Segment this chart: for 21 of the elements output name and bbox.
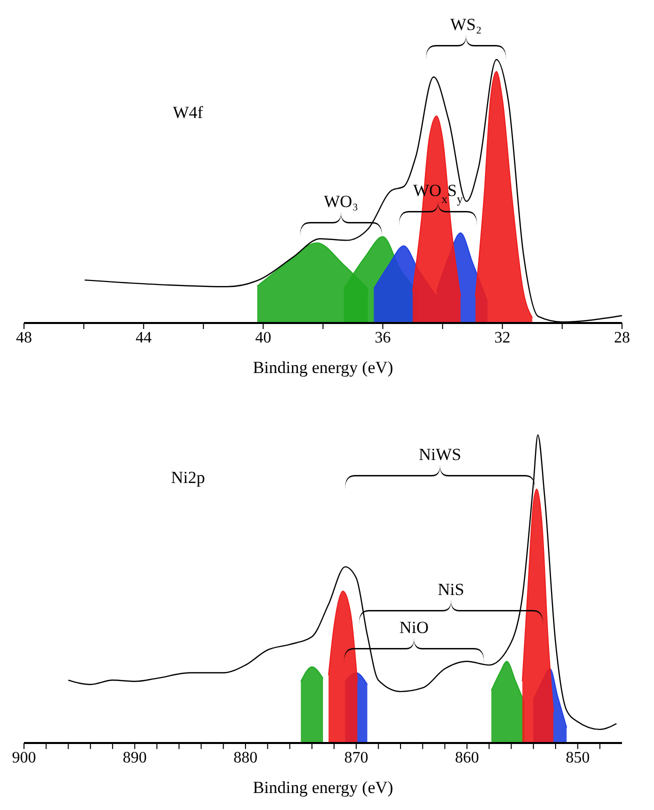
annotation: NiWS	[418, 445, 462, 464]
x-tick-label: 40	[255, 329, 272, 346]
x-tick-label: 900	[12, 749, 36, 766]
x-tick-label: 36	[374, 329, 391, 346]
x-axis-title: Binding energy (eV)	[252, 778, 394, 797]
annotation: NiS	[438, 580, 464, 599]
x-tick-label: 850	[566, 749, 590, 766]
x-tick-label: 44	[136, 329, 152, 346]
text: WS₂	[450, 15, 482, 34]
x-tick-label: 890	[122, 749, 147, 766]
x-axis-title: Binding energy (eV)	[252, 358, 394, 377]
x-tick-label: 860	[454, 749, 479, 766]
x-tick-label: 32	[494, 329, 510, 346]
x-tick-label: 870	[344, 749, 368, 766]
x-tick-label: 880	[233, 749, 258, 766]
text: W4f	[172, 103, 204, 122]
text: Ni2p	[171, 468, 205, 487]
x-tick-label: 48	[16, 329, 32, 346]
annotation: WO₃	[324, 192, 358, 211]
x-tick-label: 28	[614, 329, 630, 346]
annotation: NiO	[399, 618, 429, 637]
